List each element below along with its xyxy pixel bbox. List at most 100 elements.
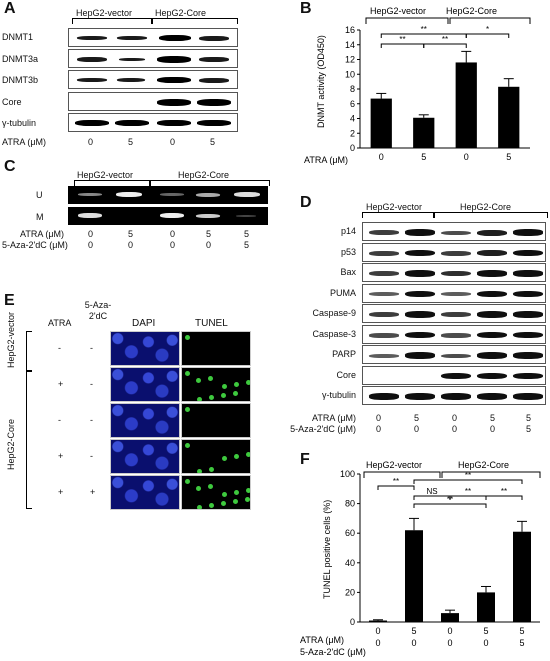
atra-value: 0 — [88, 229, 94, 239]
blot-band — [405, 311, 435, 318]
group-bracket — [365, 17, 449, 24]
blot-band — [441, 292, 471, 297]
aza-sign: - — [90, 451, 93, 461]
aza-sign: - — [90, 415, 93, 425]
blot-dnmt3b — [68, 70, 238, 89]
dapi-image — [110, 367, 180, 402]
blot-band — [405, 331, 435, 339]
dapi-image — [110, 439, 180, 474]
group-label-core: HepG2-Core — [458, 460, 509, 470]
group-bracket — [441, 471, 541, 478]
blot-band — [369, 393, 399, 400]
tunel-image — [181, 403, 251, 438]
tunel-spot — [222, 492, 227, 497]
blot-label: PUMA — [329, 287, 356, 298]
blot-band — [513, 352, 543, 359]
x-axis-label: ATRA (μM) — [300, 635, 344, 645]
blot-band — [405, 249, 435, 257]
aza-value: 5 — [526, 424, 532, 434]
x2-tick-label: 0 — [483, 638, 488, 648]
blot-band — [513, 331, 543, 339]
bar — [513, 531, 531, 622]
group-label-core: HepG2-Core — [446, 6, 497, 16]
blot-band — [441, 393, 471, 400]
tunel-spot — [234, 490, 239, 495]
x2-tick-label: 0 — [447, 638, 452, 648]
significance-bracket — [413, 495, 451, 500]
tunel-spot — [197, 469, 202, 473]
atra-sign: + — [58, 379, 64, 389]
atra-label: ATRA (μM) — [2, 137, 47, 147]
significance-bracket — [413, 479, 523, 484]
aza-label: 5-Aza-2'dC (μM) — [2, 240, 68, 250]
significance-label: ** — [465, 487, 471, 496]
tunel-spot — [246, 380, 250, 385]
bar — [498, 86, 520, 148]
panel-label-f: F — [300, 451, 310, 468]
blot-strip — [362, 222, 546, 241]
tunel-spot — [185, 335, 190, 340]
bracket-vector — [72, 18, 152, 24]
aza-value: 5 — [244, 240, 250, 250]
group-label-vector: HepG2-vector — [366, 460, 422, 470]
gel-u — [68, 186, 268, 204]
blot-band — [441, 312, 471, 318]
gel-label-u: U — [36, 190, 43, 200]
y-tick-label: 2 — [350, 128, 355, 138]
panel-label-c: C — [4, 158, 16, 175]
y-tick-label: 14 — [345, 40, 355, 50]
dapi-image — [110, 403, 180, 438]
significance-bracket — [465, 33, 510, 38]
col-header-dapi: DAPI — [132, 318, 156, 329]
blot-label: p14 — [340, 226, 356, 236]
blot-band — [369, 230, 399, 236]
significance-label: ** — [501, 487, 507, 496]
blot-label: PARP — [332, 349, 356, 359]
blot-band — [369, 333, 399, 338]
significance-label: NS — [426, 487, 437, 496]
atra-value: 0 — [452, 413, 458, 423]
blot-band — [477, 311, 507, 318]
blot-band — [477, 393, 507, 400]
blot-band — [369, 353, 399, 358]
group-label-vector: HepG2-vector — [77, 170, 134, 180]
gel-m — [68, 207, 268, 225]
y-tick-label: 10 — [345, 69, 355, 79]
dapi-image — [110, 331, 180, 366]
bracket-vector — [362, 212, 434, 218]
blot-label: γ-tubulin — [2, 118, 37, 128]
panel-label-d: D — [300, 194, 312, 211]
group-label-core: HepG2-Core — [178, 170, 230, 180]
atra-value: 5 — [210, 137, 216, 147]
bracket-core — [434, 212, 548, 218]
atra-value: 0 — [170, 137, 176, 147]
blot-band — [369, 292, 399, 297]
significance-bracket — [449, 495, 487, 500]
blot-strip — [362, 345, 546, 364]
atra-value: 5 — [490, 413, 496, 423]
aza-sign: - — [90, 379, 93, 389]
y-axis-label: TUNEL positive cells (%) — [322, 500, 332, 599]
bar — [455, 62, 477, 149]
group-bracket — [449, 17, 531, 24]
tunel-spot — [209, 467, 214, 472]
tunel-spot — [185, 443, 190, 448]
y-tick-label: 12 — [345, 55, 355, 65]
tunel-spot — [233, 391, 238, 396]
significance-label: ** — [393, 477, 399, 486]
significance-bracket — [380, 43, 425, 48]
significance-bracket — [485, 495, 523, 500]
x-tick-label: 5 — [411, 626, 416, 636]
blot-band — [441, 270, 471, 277]
blot-band — [477, 372, 507, 380]
blot-band — [441, 333, 471, 338]
blot-band — [513, 249, 543, 257]
blot-strip — [362, 263, 546, 282]
tunel-spot — [221, 393, 226, 398]
significance-label: ** — [465, 471, 471, 480]
bracket-core — [152, 18, 238, 24]
aza-value: 0 — [88, 240, 94, 250]
significance-bracket — [377, 485, 415, 490]
blot-label: DNMT1 — [2, 32, 33, 42]
blot-strip — [362, 386, 546, 405]
